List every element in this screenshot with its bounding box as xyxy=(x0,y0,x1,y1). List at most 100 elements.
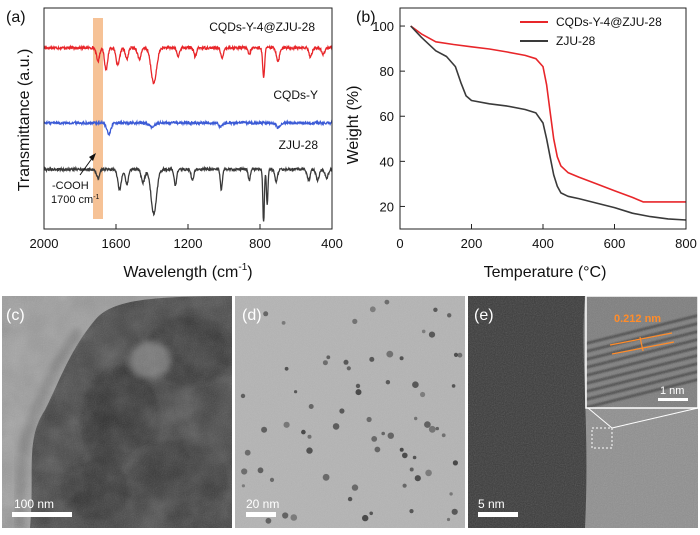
scale-bar-e xyxy=(478,512,518,517)
cooh-annotation: -COOH xyxy=(52,180,89,192)
quantum-dot xyxy=(282,512,289,519)
quantum-dot xyxy=(381,431,386,436)
tem-d-grain xyxy=(235,296,465,528)
ftir-x-axis-label: Wavelength (cm-1) xyxy=(123,262,252,281)
quantum-dot xyxy=(374,446,381,453)
ftir-chart: 2000 1600 1200 800 400 (a) Transmittance (a.… xyxy=(6,7,343,281)
quantum-dot xyxy=(240,393,246,399)
scale-bar-c xyxy=(12,512,72,517)
quantum-dot xyxy=(355,383,361,389)
ftir-series-cqds-y xyxy=(43,119,333,137)
lattice-measure-lines xyxy=(609,332,675,355)
panel-label-e: (e) xyxy=(474,307,494,324)
quantum-dot xyxy=(346,366,351,371)
quantum-dot xyxy=(283,421,290,428)
quantum-dot xyxy=(412,455,417,460)
quantum-dot xyxy=(322,360,328,366)
tga-axis-ticks: 0 200 400 600 800 20 40 60 80 100 xyxy=(372,19,697,251)
scale-bar-d xyxy=(246,512,276,517)
series-label-cqds-y-4-zju-28: CQDs-Y-4@ZJU-28 xyxy=(209,20,315,34)
tga-y-tick-label-80: 80 xyxy=(380,64,394,79)
ftir-highlight-band xyxy=(93,18,103,219)
quantum-dot xyxy=(355,389,362,396)
quantum-dot xyxy=(424,421,431,428)
tem-c-grain xyxy=(2,296,232,528)
quantum-dot xyxy=(420,391,426,398)
quantum-dot xyxy=(263,311,269,317)
quantum-dot xyxy=(387,432,394,439)
quantum-dot xyxy=(294,390,298,394)
quantum-dot xyxy=(306,447,313,454)
ftir-series-zju-28 xyxy=(43,165,333,222)
tga-x-axis-label: Temperature (°C) xyxy=(484,264,607,281)
tga-y-tick-label-40: 40 xyxy=(380,154,394,169)
zoom-connector-left xyxy=(587,407,613,429)
tga-x-tick-label-200: 200 xyxy=(461,236,483,251)
quantum-dot xyxy=(261,426,268,433)
tga-x-tick-label-800: 800 xyxy=(675,236,697,251)
quantum-dot xyxy=(428,425,436,433)
quantum-dot xyxy=(371,436,378,442)
tem-image-c xyxy=(2,296,232,528)
panel-label-b: (b) xyxy=(356,9,376,26)
series-label-cqds-y: CQDs-Y xyxy=(273,88,318,102)
quantum-dot xyxy=(301,429,306,435)
quantum-dot xyxy=(307,434,312,439)
ftir-x-tick-label-1200: 1200 xyxy=(174,236,203,251)
quantum-dot xyxy=(369,511,374,516)
panel-label-d: (d) xyxy=(242,307,262,324)
hrtem-inset-frame xyxy=(585,295,699,409)
quantum-dot xyxy=(402,452,408,459)
quantum-dot xyxy=(241,484,245,488)
hrtem-inset-grain xyxy=(586,296,698,408)
quantum-dot xyxy=(402,483,407,488)
tga-y-tick-label-20: 20 xyxy=(380,199,394,214)
ftir-x-ticks: 2000 1600 1200 800 400 xyxy=(30,224,343,251)
scale-bar-label-inset: 1 nm xyxy=(660,385,684,397)
scale-bar-inset xyxy=(658,398,688,401)
tga-y-tick-label-100: 100 xyxy=(372,19,394,34)
quantum-dot xyxy=(409,467,414,472)
quantum-dot xyxy=(453,352,459,357)
quantum-dot xyxy=(425,469,432,477)
ftir-series-group xyxy=(43,44,333,222)
panel-label-c: (c) xyxy=(6,307,25,324)
quantum-dot xyxy=(433,307,438,312)
tga-legend: CQDs-Y-4@ZJU-28 ZJU-28 xyxy=(520,15,662,48)
quantum-dot xyxy=(435,426,439,431)
quantum-dot xyxy=(384,299,390,305)
quantum-dot xyxy=(284,366,289,371)
quantum-dot xyxy=(343,359,349,365)
quantum-dot xyxy=(351,484,359,491)
tga-x-tick-label-0: 0 xyxy=(396,236,403,251)
series-label-zju-28: ZJU-28 xyxy=(279,138,319,152)
quantum-dot xyxy=(369,306,376,313)
quantum-dot-particles xyxy=(240,299,463,524)
quantum-dot xyxy=(290,514,298,521)
ftir-y-axis-label: Transmittance (a.u.) xyxy=(16,49,33,192)
quantum-dot xyxy=(366,416,372,423)
tga-x-tick-label-400: 400 xyxy=(532,236,554,251)
quantum-dot xyxy=(244,449,251,456)
lattice-spacing-label: 0.212 nm xyxy=(614,313,661,325)
quantum-dot xyxy=(241,468,248,475)
quantum-dot xyxy=(386,350,394,358)
zoom-connector-right xyxy=(611,407,699,429)
quantum-dot xyxy=(441,433,446,438)
quantum-dot xyxy=(362,514,369,522)
quantum-dot xyxy=(265,517,272,524)
quantum-dot xyxy=(326,355,331,360)
quantum-dot xyxy=(281,321,286,325)
tga-series-zju-28 xyxy=(410,25,687,221)
quantum-dot xyxy=(414,416,418,421)
scale-bar-label-c: 100 nm xyxy=(14,497,54,511)
ftir-x-tick-label-800: 800 xyxy=(249,236,271,251)
quantum-dot xyxy=(385,380,391,385)
tem-image-d xyxy=(235,296,465,528)
quantum-dot xyxy=(347,496,353,502)
quantum-dot xyxy=(446,517,451,522)
quantum-dot xyxy=(449,492,453,496)
